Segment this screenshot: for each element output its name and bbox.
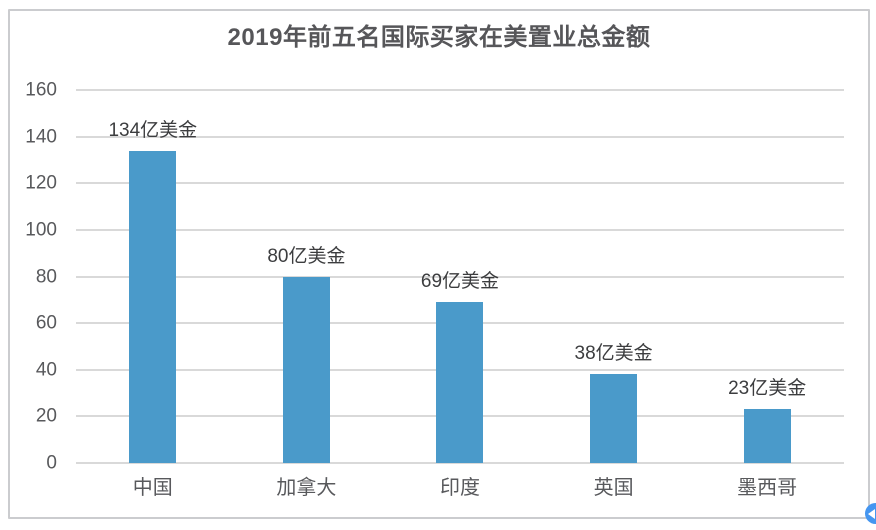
bar-中国[interactable] <box>129 150 177 463</box>
bar-英国[interactable] <box>590 374 638 463</box>
bar-slot: 134亿美金 <box>76 90 230 463</box>
left-arrow-icon <box>867 508 875 519</box>
plot-area: 134亿美金 80亿美金 69亿美金 38亿美金 23亿美金 <box>76 89 844 464</box>
bar-墨西哥[interactable] <box>743 409 791 463</box>
bar-加拿大[interactable] <box>282 276 330 463</box>
gridline <box>76 462 844 464</box>
x-tick-label: 中国 <box>132 477 173 499</box>
gridline <box>76 275 844 278</box>
bar-slot: 80亿美金 <box>230 90 384 463</box>
x-tick-label: 英国 <box>593 477 634 499</box>
x-axis: 中国 加拿大 印度 英国 墨西哥 <box>76 469 844 507</box>
bar-slot: 23亿美金 <box>690 90 844 463</box>
y-tick-label: 140 <box>25 126 57 148</box>
y-tick-label: 120 <box>25 172 57 194</box>
bar-value-label: 38亿美金 <box>574 343 653 365</box>
gridline <box>76 182 844 185</box>
y-tick-label: 60 <box>35 312 57 334</box>
y-tick-label: 20 <box>35 405 57 427</box>
gridline <box>76 135 844 138</box>
bar-value-label: 80亿美金 <box>267 245 346 267</box>
bar-slot: 38亿美金 <box>537 90 691 463</box>
gridline <box>76 89 844 91</box>
bar-slot: 69亿美金 <box>383 90 537 463</box>
gridline <box>76 228 844 231</box>
collab-cursor-icon <box>865 503 876 524</box>
chart-title: 2019年前五名国际买家在美置业总金额 <box>227 24 651 51</box>
bar-value-label: 134亿美金 <box>108 119 198 141</box>
y-tick-label: 80 <box>35 266 57 287</box>
x-tick-label: 加拿大 <box>276 477 337 499</box>
y-axis: 160 140 120 100 80 60 40 20 0 <box>10 81 57 473</box>
y-tick-label: 40 <box>35 359 57 381</box>
y-tick-label: 160 <box>25 79 57 101</box>
bar-印度[interactable] <box>436 302 484 463</box>
bar-value-label: 23亿美金 <box>728 378 807 400</box>
x-tick-label: 墨西哥 <box>737 477 798 499</box>
x-tick-label: 印度 <box>439 477 480 499</box>
y-tick-label: 100 <box>25 219 57 241</box>
chart-card[interactable]: 2019年前五名国际买家在美置业总金额 160 140 120 100 80 60 40 20… <box>8 9 870 519</box>
y-tick-label: 0 <box>46 452 57 474</box>
bar-value-label: 69亿美金 <box>420 271 500 293</box>
bar-series: 134亿美金 80亿美金 69亿美金 38亿美金 23亿美金 <box>76 90 844 463</box>
